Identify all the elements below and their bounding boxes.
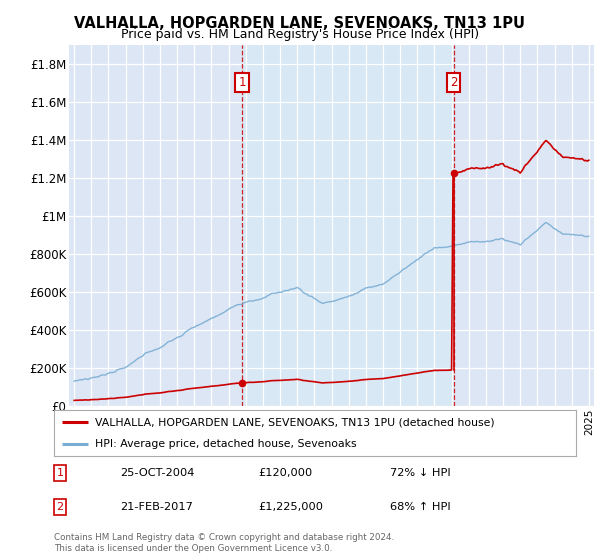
Text: 2: 2	[56, 502, 64, 512]
Text: 68% ↑ HPI: 68% ↑ HPI	[390, 502, 451, 512]
Text: 21-FEB-2017: 21-FEB-2017	[120, 502, 193, 512]
Text: 1: 1	[56, 468, 64, 478]
Text: HPI: Average price, detached house, Sevenoaks: HPI: Average price, detached house, Seve…	[95, 439, 356, 449]
Text: 2: 2	[450, 76, 457, 90]
Bar	[242, 45, 454, 406]
Text: VALHALLA, HOPGARDEN LANE, SEVENOAKS, TN13 1PU (detached house): VALHALLA, HOPGARDEN LANE, SEVENOAKS, TN1…	[95, 417, 494, 427]
Text: Contains HM Land Registry data © Crown copyright and database right 2024.
This d: Contains HM Land Registry data © Crown c…	[54, 533, 394, 553]
Text: Price paid vs. HM Land Registry's House Price Index (HPI): Price paid vs. HM Land Registry's House …	[121, 28, 479, 41]
Text: £120,000: £120,000	[258, 468, 312, 478]
Text: 1: 1	[238, 76, 246, 90]
Text: 25-OCT-2004: 25-OCT-2004	[120, 468, 194, 478]
Text: VALHALLA, HOPGARDEN LANE, SEVENOAKS, TN13 1PU: VALHALLA, HOPGARDEN LANE, SEVENOAKS, TN1…	[74, 16, 526, 31]
Text: £1,225,000: £1,225,000	[258, 502, 323, 512]
Text: 72% ↓ HPI: 72% ↓ HPI	[390, 468, 451, 478]
